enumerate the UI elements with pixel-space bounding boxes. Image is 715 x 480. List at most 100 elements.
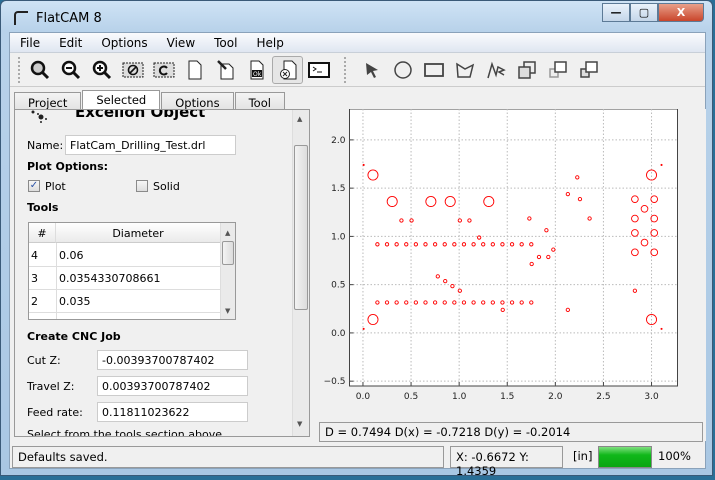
drill-hole [404, 300, 409, 305]
cut-z-input[interactable]: -0.00393700787402 [97, 350, 248, 370]
copy-tool-button[interactable] [573, 56, 604, 84]
y-tick-label: 0.0 [331, 329, 346, 339]
toolbar-handle[interactable] [18, 56, 20, 83]
column-header-diameter[interactable]: Diameter [56, 223, 221, 243]
scroll-thumb[interactable] [222, 241, 234, 265]
circle-tool-button[interactable] [387, 56, 418, 84]
excellon-icon [31, 110, 47, 123]
scroll-up-icon[interactable]: ▲ [225, 229, 231, 237]
drill-hole [500, 300, 505, 305]
drill-hole [450, 283, 455, 289]
rectangle-tool-button[interactable] [418, 56, 449, 84]
x-tick-label: 1.5 [500, 392, 514, 402]
x-tick-label: 1.0 [452, 392, 467, 402]
x-tick-label: 0.0 [356, 392, 371, 402]
drill-hole [384, 300, 390, 305]
drill-hole [490, 300, 495, 305]
polygon-tool-button[interactable] [449, 56, 480, 84]
zoom-fit-button[interactable] [24, 56, 55, 84]
drill-hole [650, 195, 659, 203]
drill-hole [551, 247, 556, 252]
drill-hole [529, 261, 534, 267]
shell-button[interactable] [303, 56, 334, 84]
scroll-up-icon[interactable]: ▲ [297, 115, 303, 123]
x-tick-label: 0.5 [404, 392, 418, 402]
column-header-id[interactable]: # [29, 223, 56, 243]
panel-scrollbar[interactable]: ▲ ▼ [292, 110, 309, 436]
scroll-down-icon[interactable]: ▼ [297, 420, 303, 428]
select-tool-button[interactable] [356, 56, 387, 84]
drill-hole [631, 248, 639, 257]
travel-z-input[interactable]: 0.00393700787402 [97, 376, 248, 396]
solid-checkbox[interactable] [136, 180, 148, 192]
circle-icon [393, 60, 412, 79]
clear-plot-button[interactable] [117, 56, 148, 84]
drill-hole [394, 300, 399, 305]
plot-checkbox[interactable]: ✓ [28, 180, 40, 192]
drill-hole [425, 195, 437, 207]
tool-id: 3 [31, 272, 38, 285]
drill-hole [481, 300, 486, 305]
drill-hole [575, 175, 580, 180]
new-file-button[interactable] [179, 56, 210, 84]
drill-hole [413, 300, 419, 305]
drill-hole [367, 169, 379, 181]
path-icon [486, 61, 506, 78]
zoom-in-button[interactable] [86, 56, 117, 84]
minimize-button[interactable]: — [602, 3, 630, 22]
drill-hole [519, 300, 524, 305]
drill-hole [435, 274, 440, 279]
object-heading: Excellon Object [75, 109, 206, 121]
drill-hole [442, 300, 447, 305]
ok-file-button[interactable]: Ok [241, 56, 272, 84]
drill-hole [432, 300, 438, 305]
table-row[interactable]: 3 0.0354330708661 [29, 267, 221, 290]
solid-label: Solid [153, 180, 180, 193]
feed-rate-input[interactable]: 0.11811023622 [97, 402, 248, 422]
maximize-button[interactable]: ▢ [630, 3, 658, 22]
menu-tool[interactable]: Tool [214, 35, 238, 50]
path-tool-button[interactable] [480, 56, 511, 84]
travel-z-label: Travel Z: [27, 380, 75, 393]
toolbar-handle[interactable] [344, 56, 346, 83]
svg-text:Ok: Ok [253, 71, 262, 78]
drill-hole [432, 242, 438, 247]
tools-table-scrollbar[interactable]: ▲ ▼ [220, 223, 235, 319]
scroll-down-icon[interactable]: ▼ [225, 307, 231, 315]
tab-selected[interactable]: Selected [82, 90, 161, 111]
feed-rate-label: Feed rate: [27, 406, 83, 419]
menu-help[interactable]: Help [256, 35, 284, 50]
table-row[interactable]: 4 0.06 [29, 244, 221, 267]
tab-project[interactable]: Project [14, 92, 82, 111]
cut-z-label: Cut Z: [27, 354, 61, 367]
drill-hole [386, 195, 398, 207]
drill-hole [500, 307, 505, 312]
menu-options[interactable]: Options [101, 35, 148, 50]
zoom-out-button[interactable] [55, 56, 86, 84]
edit-file-button[interactable] [210, 56, 241, 84]
clear-plot-icon [122, 62, 143, 77]
scroll-thumb[interactable] [294, 145, 308, 310]
menu-view[interactable]: View [166, 35, 196, 50]
table-row[interactable]: 2 0.035 [29, 290, 221, 313]
menu-file[interactable]: File [20, 35, 41, 50]
replot-button[interactable] [148, 56, 179, 84]
union-tool-button[interactable] [511, 56, 542, 84]
name-input[interactable]: FlatCam_Drilling_Test.drl [65, 135, 236, 155]
drill-hole [362, 327, 365, 330]
status-bar: Defaults saved. X: -0.6672 Y: 1.4359 [in… [10, 444, 707, 478]
close-button[interactable]: X [658, 3, 704, 22]
delete-object-button[interactable] [272, 55, 303, 84]
menu-edit[interactable]: Edit [59, 35, 83, 50]
tab-options[interactable]: Options [161, 92, 234, 111]
drill-hole [367, 314, 379, 326]
new-file-icon [188, 60, 201, 79]
title-bar: FlatCAM 8 [14, 7, 102, 29]
move-tool-button[interactable] [542, 56, 573, 84]
drill-hole [527, 216, 532, 221]
drill-plot[interactable]: 0.0 0.5 1.0 1.5 2.0 2.5 3.0 −0.5 0.0 0.5 1.0 1.5 2.0 [314, 108, 706, 419]
drill-hole [632, 288, 638, 293]
tab-tool[interactable]: Tool [234, 92, 285, 111]
x-tick-label: 3.0 [644, 392, 659, 402]
